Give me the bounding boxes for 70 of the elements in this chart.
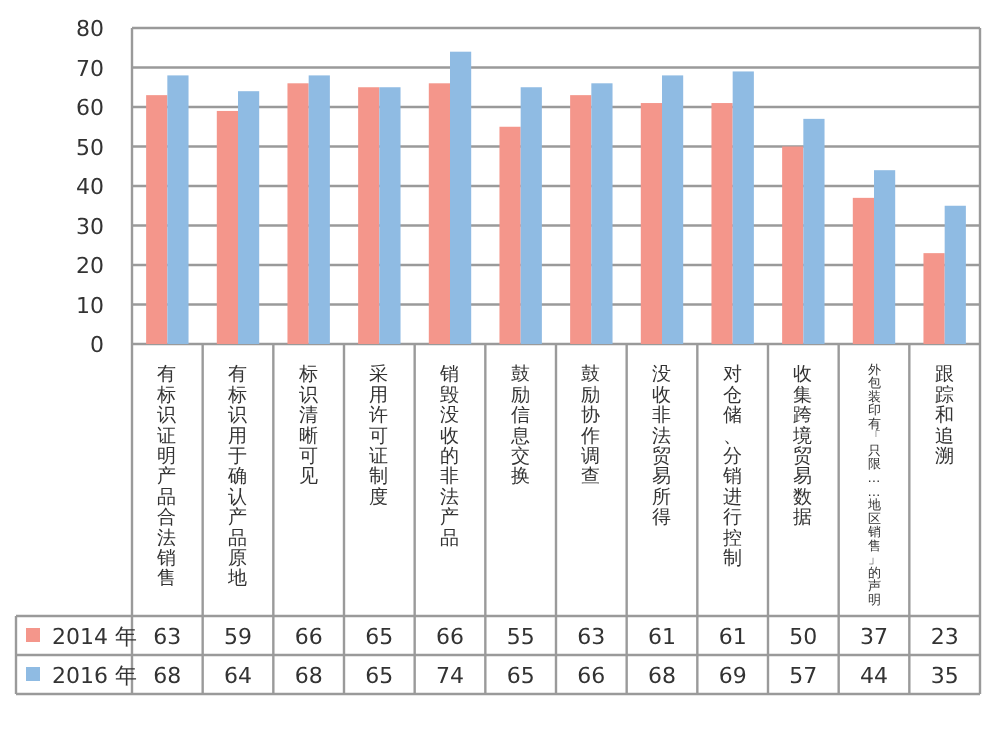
data-label: 69 (718, 663, 747, 689)
bar (591, 83, 613, 344)
data-label: 65 (506, 663, 535, 689)
bar (450, 51, 472, 344)
data-label: 64 (224, 663, 252, 689)
data-label: 65 (365, 663, 394, 689)
bar (379, 87, 401, 344)
legend-label: 2016 年 (52, 663, 137, 689)
bar (923, 253, 945, 344)
bar (520, 87, 542, 344)
bar (287, 83, 309, 344)
data-label: 59 (224, 624, 252, 650)
x-tick-label: 收集跨境贸易数据 (791, 364, 814, 530)
data-label: 23 (930, 624, 959, 650)
bar (428, 83, 450, 344)
bar (216, 110, 238, 344)
y-tick-label: 10 (76, 292, 104, 319)
x-tick-label: 鼓励协作调查 (579, 362, 602, 489)
data-label: 74 (436, 663, 464, 689)
data-label: 57 (789, 663, 818, 689)
y-tick-label: 30 (76, 213, 104, 240)
data-label: 50 (789, 624, 818, 650)
y-tick-label: 80 (76, 16, 104, 42)
bar (167, 75, 189, 344)
data-label: 61 (718, 624, 747, 650)
data-label: 61 (648, 624, 676, 650)
data-label: 68 (648, 663, 676, 689)
bar (803, 118, 825, 344)
x-tick-label: 标识清晰可见 (296, 362, 319, 489)
x-tick-label: 没收非法贸易所得 (652, 362, 672, 530)
bar (732, 71, 754, 344)
bar (238, 91, 260, 344)
bar (499, 126, 521, 344)
data-label: 55 (506, 624, 535, 650)
data-label: 66 (294, 624, 323, 650)
category-label: 有标识证明产品合法销售 (157, 364, 178, 591)
bar (570, 95, 592, 344)
data-label: 37 (860, 624, 888, 650)
data-label: 68 (153, 663, 182, 689)
bar (944, 205, 966, 344)
bar (308, 75, 330, 344)
y-tick-label: 50 (76, 134, 104, 161)
category-label: 对仓储、分销进行控制 (722, 364, 743, 570)
bar (782, 146, 804, 344)
data-label: 63 (577, 624, 606, 650)
data-label: 66 (436, 624, 464, 650)
bar (146, 95, 168, 344)
legend-label: 2014 年 (52, 624, 137, 650)
bar (711, 103, 733, 344)
data-label: 66 (577, 663, 606, 689)
bar (852, 197, 874, 344)
data-label: 68 (294, 663, 323, 689)
y-tick-label: 0 (90, 332, 104, 358)
bar (358, 87, 380, 344)
x-tick-label: 跟踪和追溯 (934, 364, 955, 468)
y-tick-label: 70 (76, 55, 104, 82)
y-tick-label: 40 (76, 174, 104, 200)
x-tick-label: 采用许可证制度 (369, 362, 390, 509)
y-tick-label: 60 (76, 95, 104, 121)
bar (640, 103, 662, 344)
data-label: 65 (365, 624, 394, 650)
data-label: 35 (930, 663, 959, 689)
y-tick-label: 20 (76, 253, 104, 279)
data-label: 44 (860, 663, 888, 689)
category-label: 有标识用于确认产品原地 (228, 364, 248, 591)
category-label: 销毁没收的非法产品 (440, 364, 460, 550)
data-label: 63 (153, 624, 182, 650)
bar (662, 75, 684, 344)
bar (874, 170, 896, 344)
x-tick-label: 鼓励信息交换 (508, 362, 531, 489)
